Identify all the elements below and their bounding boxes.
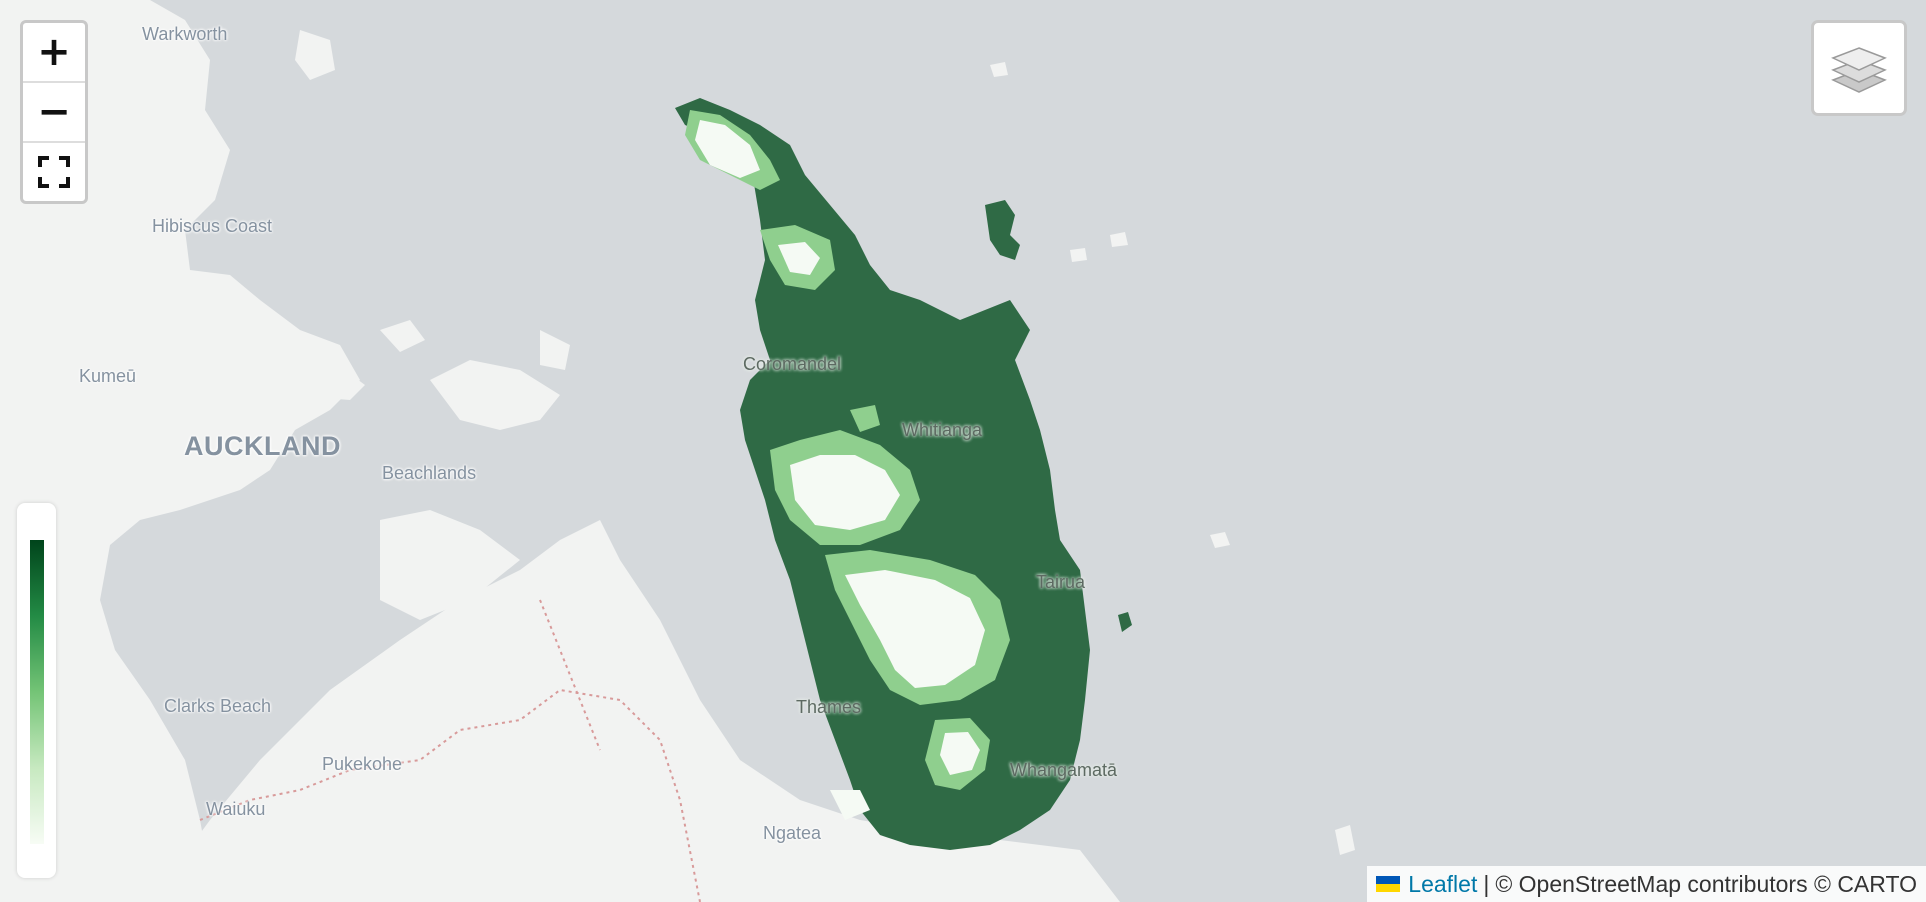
place-label-auckland: AUCKLAND: [184, 431, 341, 461]
island-small-3: [1210, 532, 1230, 548]
region-island-dark-2[interactable]: [1118, 612, 1132, 632]
place-label-whangamata: Whangamatā: [1010, 760, 1118, 780]
place-label-warkworth: Warkworth: [142, 24, 228, 44]
place-label-thames: Thames: [796, 697, 862, 717]
place-label-coromandel: Coromandel: [743, 354, 842, 374]
region-light[interactable]: [695, 120, 985, 820]
place-label-clarks-beach: Clarks Beach: [164, 696, 272, 716]
fullscreen-button[interactable]: [23, 143, 85, 201]
district-boundary-2: [539, 599, 601, 751]
region-island-dark[interactable]: [985, 200, 1020, 260]
place-label-tairua: Tairua: [1036, 572, 1086, 592]
zoom-control: + −: [20, 20, 88, 204]
land-southeast: [380, 510, 520, 620]
place-label-kumeu: Kumeū: [79, 366, 137, 386]
place-label-waiuku: Waiuku: [206, 799, 266, 819]
land-auckland: [0, 0, 360, 902]
island-ponui: [540, 330, 570, 370]
island-small-4: [1335, 825, 1355, 855]
legend-gradient-bar: [30, 540, 44, 844]
color-legend: [17, 503, 56, 878]
zoom-out-symbol: −: [37, 89, 71, 135]
island-rangitoto: [320, 370, 365, 400]
island-waiheke: [430, 360, 560, 430]
attribution: Leaflet | © OpenStreetMap contributors ©…: [1367, 866, 1926, 902]
land-hauraki: [150, 520, 1120, 902]
island-small-1: [990, 62, 1008, 77]
place-label-pukekohe: Pukekohe: [322, 754, 403, 774]
fullscreen-icon: [38, 156, 70, 188]
leaflet-link[interactable]: Leaflet: [1408, 870, 1478, 897]
island-motutapu: [380, 320, 425, 352]
island-kawau: [295, 30, 335, 80]
district-boundary: [199, 688, 701, 902]
layers-icon: [1831, 47, 1887, 93]
zoom-in-button[interactable]: +: [23, 23, 85, 83]
place-label-beachlands: Beachlands: [382, 463, 477, 483]
place-label-whitianga: Whitianga: [902, 420, 983, 440]
ukraine-flag-icon: [1376, 876, 1401, 892]
attribution-separator: |: [1483, 870, 1490, 897]
place-label-hibiscus-coast: Hibiscus Coast: [152, 216, 273, 236]
layers-control-button[interactable]: [1811, 20, 1907, 116]
island-small-5: [1070, 248, 1087, 262]
island-small-2: [1110, 232, 1128, 247]
place-label-ngatea: Ngatea: [763, 823, 822, 843]
attribution-text: © OpenStreetMap contributors © CARTO: [1495, 870, 1917, 897]
zoom-in-symbol: +: [37, 29, 71, 75]
zoom-out-button[interactable]: −: [23, 83, 85, 143]
